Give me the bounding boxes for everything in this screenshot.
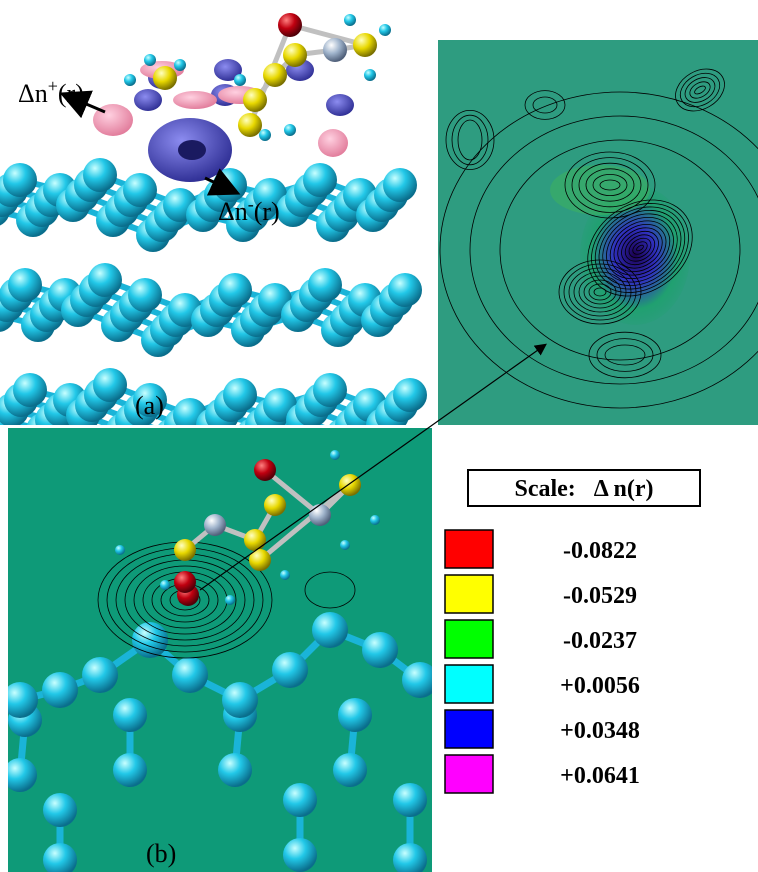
atom	[13, 373, 47, 407]
atom	[153, 66, 177, 90]
symbol: Δn	[218, 197, 248, 226]
legend-label: -0.0529	[563, 583, 637, 609]
atom	[113, 753, 147, 787]
atom	[88, 263, 122, 297]
atom	[283, 838, 317, 872]
legend-label: +0.0348	[560, 718, 640, 744]
lobe-hole	[178, 140, 206, 160]
legend-swatch	[445, 620, 493, 658]
figure: Δn+(r) Δn-(r) (a) (b) Scale: Δ n(r) -0.0…	[0, 0, 758, 872]
atom	[234, 74, 246, 86]
atom	[393, 783, 427, 817]
symbol: Δn	[18, 79, 48, 108]
argument: (r)	[58, 79, 84, 108]
atom	[244, 529, 266, 551]
atom	[283, 783, 317, 817]
atom	[115, 545, 125, 555]
atom	[124, 74, 136, 86]
atom	[3, 163, 37, 197]
atom	[172, 657, 208, 693]
atom	[283, 43, 307, 67]
atom	[3, 758, 37, 792]
annotation-plus: Δn+(r)	[18, 76, 84, 108]
atom	[263, 63, 287, 87]
argument: (r)	[254, 197, 280, 226]
atom	[344, 14, 356, 26]
atom	[280, 570, 290, 580]
scale-title: Scale: Δ n(r)	[514, 476, 653, 502]
atom	[204, 514, 226, 536]
panel-label: (b)	[146, 839, 176, 868]
atom	[83, 158, 117, 192]
lobe-minus	[326, 94, 354, 116]
legend: -0.0822 -0.0529 -0.0237 +0.0056 +0.0348 +0.06…	[445, 530, 640, 793]
atom	[364, 69, 376, 81]
legend-swatch	[445, 575, 493, 613]
atom	[218, 753, 252, 787]
atom	[82, 657, 118, 693]
atom	[379, 24, 391, 36]
legend-label: +0.0056	[560, 673, 640, 699]
atom	[340, 540, 350, 550]
atom	[308, 268, 342, 302]
atom	[160, 580, 170, 590]
atom	[144, 54, 156, 66]
panel-label: (a)	[135, 391, 164, 420]
atom	[362, 632, 398, 668]
atom	[309, 504, 331, 526]
atom	[43, 793, 77, 827]
legend-swatch	[445, 755, 493, 793]
atom	[225, 595, 235, 605]
atom	[393, 378, 427, 412]
superscript: +	[48, 76, 58, 96]
atom	[93, 368, 127, 402]
lobe-plus	[318, 129, 348, 157]
atom	[8, 268, 42, 302]
atom	[278, 13, 302, 37]
lobe-minus	[134, 89, 162, 111]
atom	[284, 124, 296, 136]
legend-swatch	[445, 530, 493, 568]
atom	[123, 173, 157, 207]
atom	[113, 698, 147, 732]
atom	[264, 494, 286, 516]
legend-label: +0.0641	[560, 763, 640, 789]
atom	[223, 378, 257, 412]
atom	[323, 38, 347, 62]
atom	[303, 163, 337, 197]
atom	[254, 459, 276, 481]
legend-label: -0.0237	[563, 628, 637, 654]
atom	[353, 33, 377, 57]
atom	[370, 515, 380, 525]
atom	[218, 273, 252, 307]
atom	[222, 682, 258, 718]
atom	[174, 539, 196, 561]
atom	[388, 273, 422, 307]
atom	[383, 168, 417, 202]
atom	[174, 59, 186, 71]
atom	[259, 129, 271, 141]
legend-swatch	[445, 710, 493, 748]
atom	[330, 450, 340, 460]
lobe-plus	[173, 91, 217, 109]
legend-swatch	[445, 665, 493, 703]
atom	[402, 662, 438, 698]
atom	[313, 373, 347, 407]
atom	[272, 652, 308, 688]
atom	[42, 672, 78, 708]
atom	[312, 612, 348, 648]
atom	[2, 682, 38, 718]
legend-label: -0.0822	[563, 538, 637, 564]
atom	[174, 571, 196, 593]
atom	[243, 88, 267, 112]
atom	[238, 113, 262, 137]
atom	[128, 278, 162, 312]
atom	[333, 753, 367, 787]
atom	[338, 698, 372, 732]
